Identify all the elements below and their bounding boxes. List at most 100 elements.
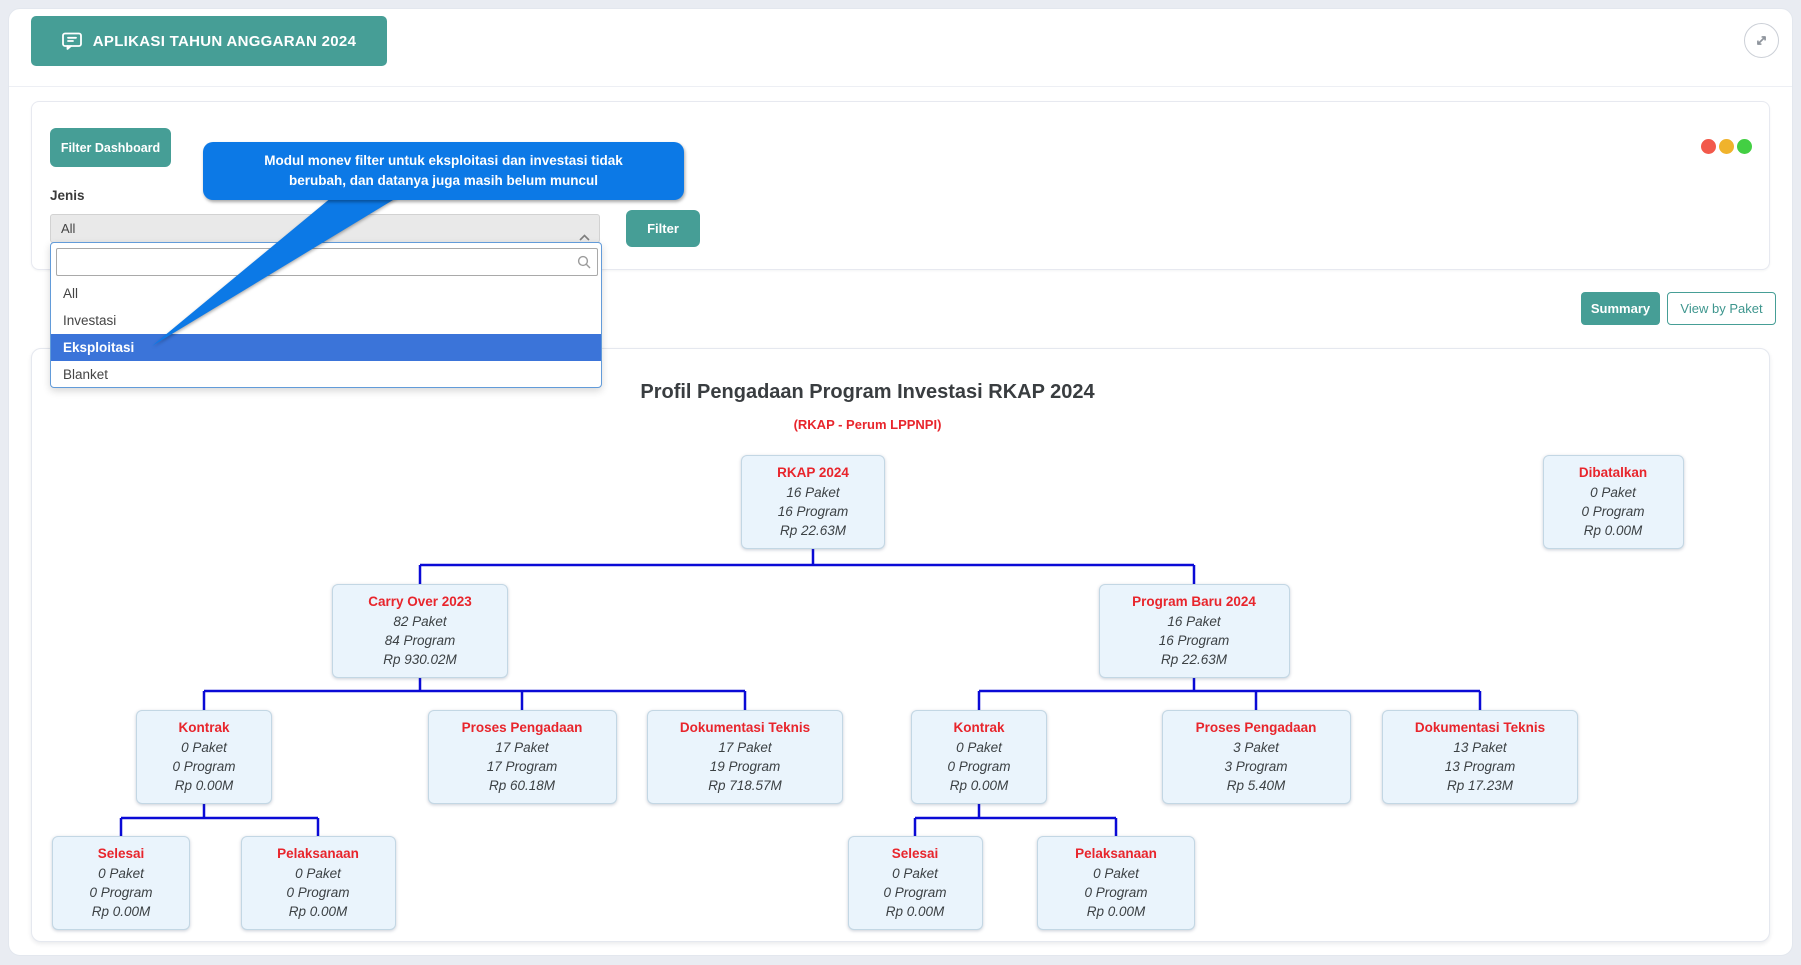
chevron-up-icon — [579, 223, 590, 250]
org-node-value: Rp 60.18M — [488, 778, 556, 793]
org-node-title: Program Baru 2024 — [1132, 594, 1256, 609]
org-node-value: 0 Program — [89, 885, 153, 900]
org-node-proses-pengadaan-co: Proses Pengadaan 17 Paket 17 Program Rp 60.… — [427, 710, 617, 804]
org-node-pelaksanaan-co: Pelaksanaan 0 Paket 0 Program Rp 0.00M — [240, 836, 396, 930]
chat-icon — [61, 32, 82, 50]
org-node-pelaksanaan-pb: Pelaksanaan 0 Paket 0 Program Rp 0.00M — [1037, 836, 1195, 930]
org-node-value: 84 Program — [384, 633, 456, 648]
traffic-dots — [1701, 139, 1752, 154]
org-node-value: 0 Paket — [956, 740, 1002, 755]
org-node-value: Rp 930.02M — [383, 652, 457, 667]
org-node-value: Rp 22.63M — [1160, 652, 1228, 667]
org-node-value: 0 Program — [1581, 504, 1645, 519]
org-node-selesai-co: Selesai 0 Paket 0 Program Rp 0.00M — [52, 836, 190, 930]
org-node-value: 0 Paket — [98, 866, 144, 881]
app-title-button[interactable]: APLIKASI TAHUN ANGGARAN 2024 — [31, 16, 387, 66]
org-node-title: Proses Pengadaan — [461, 720, 583, 735]
org-node-title: RKAP 2024 — [777, 465, 849, 480]
org-node-title: Proses Pengadaan — [1195, 720, 1317, 735]
jenis-dropdown-panel: All Investasi Eksploitasi Blanket — [50, 242, 602, 388]
org-node-rkap-2024: RKAP 2024 16 Paket 16 Program Rp 22.63M — [741, 455, 885, 549]
org-node-value: 0 Program — [1084, 885, 1148, 900]
org-node-value: 3 Program — [1224, 759, 1288, 774]
org-node-value: 0 Paket — [181, 740, 227, 755]
org-node-value: 17 Program — [486, 759, 558, 774]
dropdown-option-blanket[interactable]: Blanket — [63, 367, 109, 382]
org-node-value: 16 Program — [777, 504, 849, 519]
org-node-program-baru-2024: Program Baru 2024 16 Paket 16 Program Rp 22… — [1098, 584, 1290, 678]
tooltip-line1: Modul monev filter untuk eksploitasi dan… — [264, 153, 623, 168]
summary-button[interactable]: Summary — [1581, 292, 1660, 325]
org-node-value: 0 Program — [286, 885, 350, 900]
org-node-value: 13 Program — [1444, 759, 1516, 774]
status-dot-green — [1737, 139, 1752, 154]
org-node-value: 13 Paket — [1453, 740, 1507, 755]
org-node-dokumentasi-teknis-co: Dokumentasi Teknis 17 Paket 19 Program Rp 7… — [647, 710, 843, 804]
org-node-value: 0 Program — [947, 759, 1011, 774]
filter-dashboard-button[interactable]: Filter Dashboard — [50, 128, 171, 167]
org-node-proses-pengadaan-pb: Proses Pengadaan 3 Paket 3 Program Rp 5.40M — [1161, 710, 1351, 804]
org-node-value: 0 Paket — [295, 866, 341, 881]
search-icon — [577, 255, 591, 274]
org-node-title: Kontrak — [178, 720, 230, 735]
org-node-value: 17 Paket — [495, 740, 549, 755]
org-node-kontrak-co: Kontrak 0 Paket 0 Program Rp 0.00M — [136, 710, 272, 804]
org-node-value: Rp 718.57M — [708, 778, 782, 793]
org-node-dibatalkan: Dibatalkan 0 Paket 0 Program Rp 0.00M — [1542, 455, 1684, 549]
org-node-value: 16 Paket — [1167, 614, 1221, 629]
dropdown-option-list: All Investasi Eksploitasi Blanket — [51, 280, 601, 388]
chart-title: Profil Pengadaan Program Investasi RKAP … — [640, 381, 1095, 403]
org-node-title: Pelaksanaan — [1075, 846, 1157, 861]
org-node-title: Carry Over 2023 — [368, 594, 472, 609]
org-node-value: Rp 0.00M — [885, 904, 945, 919]
org-node-value: 0 Program — [172, 759, 236, 774]
org-node-value: 16 Program — [1158, 633, 1230, 648]
org-node-title: Kontrak — [953, 720, 1005, 735]
dropdown-search-input[interactable] — [56, 248, 598, 276]
view-by-paket-button[interactable]: View by Paket — [1667, 292, 1776, 325]
filter-button[interactable]: Filter — [626, 210, 700, 247]
app-title-label: APLIKASI TAHUN ANGGARAN 2024 — [92, 32, 357, 50]
org-node-value: Rp 5.40M — [1226, 778, 1286, 793]
org-node-kontrak-pb: Kontrak 0 Paket 0 Program Rp 0.00M — [911, 710, 1047, 804]
expand-icon — [1754, 33, 1769, 48]
org-node-title: Selesai — [97, 846, 145, 861]
org-node-value: Rp 0.00M — [1086, 904, 1146, 919]
org-node-title: Dibatalkan — [1578, 465, 1648, 480]
status-dot-red — [1701, 139, 1716, 154]
status-dot-yellow — [1719, 139, 1734, 154]
org-node-title: Pelaksanaan — [277, 846, 359, 861]
org-node-value: 0 Program — [883, 885, 947, 900]
annotation-tooltip: Modul monev filter untuk eksploitasi dan… — [203, 142, 684, 200]
org-node-value: Rp 0.00M — [91, 904, 151, 919]
chart-subtitle: (RKAP - Perum LPPNPI) — [793, 417, 942, 432]
org-node-carry-over-2023: Carry Over 2023 82 Paket 84 Program Rp 930.… — [332, 584, 508, 678]
org-node-title: Dokumentasi Teknis — [1414, 720, 1546, 735]
org-node-value: 17 Paket — [718, 740, 772, 755]
org-node-value: Rp 0.00M — [1583, 523, 1643, 538]
org-node-value: Rp 0.00M — [174, 778, 234, 793]
jenis-label: Jenis — [50, 188, 85, 203]
org-node-value: 16 Paket — [786, 485, 840, 500]
org-node-value: 0 Paket — [892, 866, 938, 881]
org-node-dokumentasi-teknis-pb: Dokumentasi Teknis 13 Paket 13 Program Rp 1… — [1382, 710, 1578, 804]
expand-button[interactable] — [1744, 23, 1779, 58]
org-node-value: 0 Paket — [1590, 485, 1636, 500]
dropdown-option-all[interactable]: All — [63, 286, 79, 301]
org-node-value: Rp 17.23M — [1446, 778, 1514, 793]
org-node-value: 0 Paket — [1093, 866, 1139, 881]
jenis-select-value: All — [61, 221, 76, 236]
org-node-title: Selesai — [891, 846, 939, 861]
org-node-title: Dokumentasi Teknis — [679, 720, 811, 735]
dropdown-option-eksploitasi[interactable]: Eksploitasi — [51, 334, 601, 361]
org-node-value: Rp 0.00M — [288, 904, 348, 919]
org-node-selesai-pb: Selesai 0 Paket 0 Program Rp 0.00M — [847, 836, 983, 930]
org-node-value: 19 Program — [709, 759, 781, 774]
jenis-select[interactable]: All — [50, 214, 600, 243]
org-node-value: Rp 0.00M — [949, 778, 1009, 793]
org-node-value: Rp 22.63M — [779, 523, 847, 538]
dropdown-option-investasi[interactable]: Investasi — [63, 313, 117, 328]
org-node-value: 82 Paket — [393, 614, 447, 629]
tooltip-line2: berubah, dan datanya juga masih belum mu… — [288, 173, 599, 188]
